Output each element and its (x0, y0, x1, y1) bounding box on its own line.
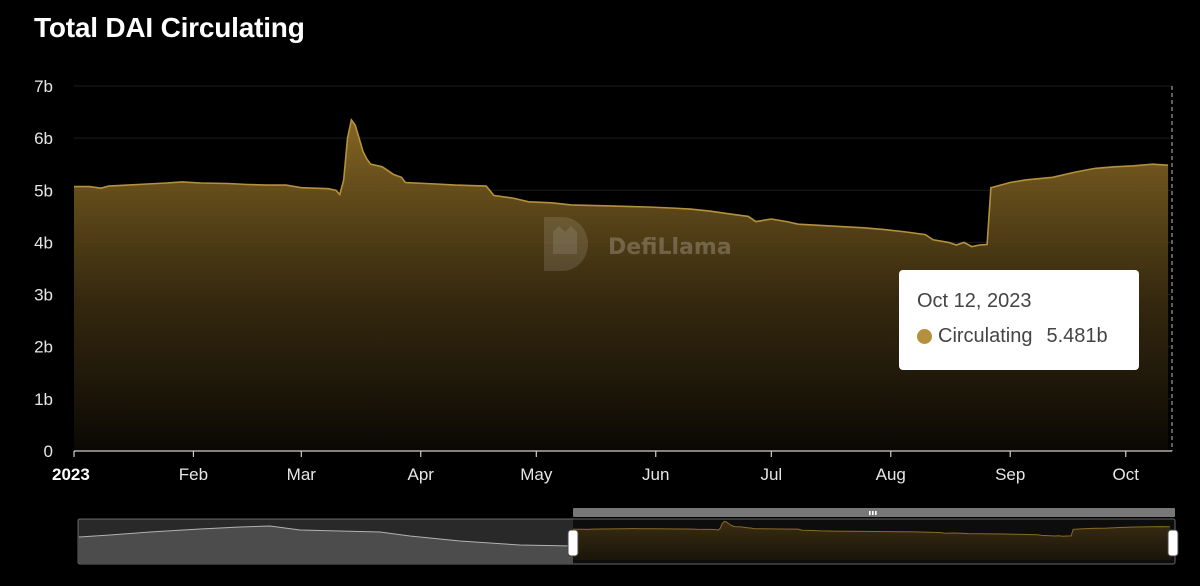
tooltip-series-label: Circulating (938, 325, 1033, 347)
range-navigator[interactable] (77, 508, 1179, 565)
x-tick-label: Mar (287, 465, 317, 484)
defillama-watermark: DefiLlama (544, 217, 732, 271)
y-tick-label: 5b (34, 181, 53, 200)
y-tick-label: 0 (44, 442, 53, 461)
chart-tooltip: Oct 12, 2023 Circulating 5.481b (899, 270, 1139, 370)
y-tick-label: 3b (34, 286, 53, 305)
series-line (74, 117, 1169, 248)
y-tick-label: 6b (34, 129, 53, 148)
x-axis: 2023 Feb Mar Apr May Jun Jul Aug Sep Oct (52, 450, 1172, 484)
navigator-history-area (79, 526, 573, 563)
y-tick-label: 2b (34, 338, 53, 357)
series-marker-icon (917, 329, 932, 344)
tooltip-value: 5.481b (1046, 325, 1108, 347)
x-tick-label: Feb (179, 465, 208, 484)
series-area-fill (74, 119, 1169, 452)
x-tick-label: Jul (760, 465, 782, 484)
y-axis: 0 1b 2b 3b 4b 5b 6b 7b (34, 77, 53, 461)
navigator-drag-bar[interactable] (573, 508, 1175, 517)
x-tick-label: Jun (642, 465, 669, 484)
x-tick-label: 2023 (52, 465, 90, 484)
navigator-series-area (573, 521, 1172, 560)
x-tick-label: Aug (876, 465, 906, 484)
tooltip-date: Oct 12, 2023 (917, 290, 1032, 312)
watermark-text: DefiLlama (608, 235, 732, 260)
grip-icon (869, 511, 877, 515)
navigator-history-line (78, 525, 574, 547)
x-tick-label: Oct (1113, 465, 1140, 484)
y-tick-label: 4b (34, 233, 53, 252)
llama-logo-icon (544, 217, 588, 271)
x-tick-label: Apr (408, 465, 435, 484)
x-tick-label: May (520, 465, 553, 484)
chart-title: Total DAI Circulating (34, 12, 305, 43)
navigator-series-line (573, 520, 1170, 537)
navigator-unselected-mask (78, 519, 573, 564)
navigator-right-handle[interactable] (1167, 529, 1179, 557)
navigator-left-handle[interactable] (567, 529, 579, 557)
series-area (74, 117, 1169, 452)
x-tick-label: Sep (995, 465, 1025, 484)
y-tick-label: 7b (34, 77, 53, 96)
y-tick-label: 1b (34, 390, 53, 409)
